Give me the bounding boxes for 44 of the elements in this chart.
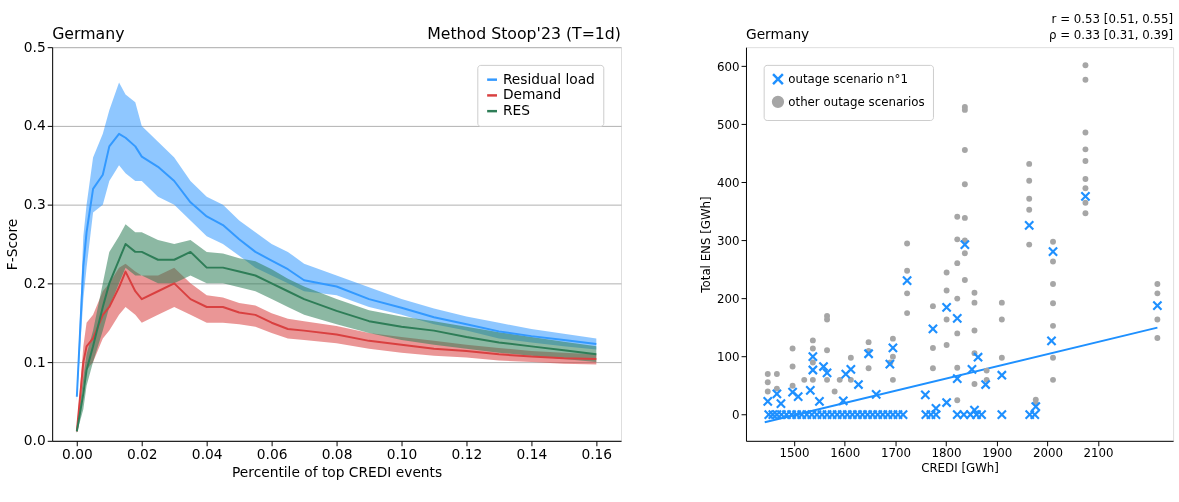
- legend-label: Residual load: [502, 70, 595, 87]
- legend-label: Demand: [502, 86, 562, 103]
- x-tick-label: 0.12: [451, 446, 483, 463]
- y-tick-label: 0.3: [23, 196, 46, 213]
- x-tick-label: 0.06: [256, 446, 288, 463]
- x-tick-label: 0.16: [581, 446, 613, 463]
- y-tick-label: 400: [717, 175, 740, 190]
- x-tick-label: 0.08: [321, 446, 353, 463]
- legend-label: other outage scenarios: [788, 94, 925, 109]
- y-tick-label: 100: [717, 350, 740, 365]
- x-tick-label: 2000: [1032, 446, 1063, 461]
- x-tick-label: 0.02: [126, 446, 158, 463]
- chart-subtitle: Method Stoop'23 (T=1d): [427, 24, 621, 44]
- x-tick-label: 1500: [779, 446, 810, 461]
- x-tick-label: 0.00: [62, 446, 93, 463]
- chart-title: Germany: [745, 26, 810, 43]
- legend-label: RES: [502, 102, 530, 119]
- x-tick-label: 0.04: [191, 446, 223, 463]
- x-tick-label: 0.10: [386, 446, 418, 463]
- y-axis-title: Total ENS [GWh]: [699, 196, 714, 294]
- text: ρ = 0.33 [0.31, 0.39]: [1048, 28, 1174, 43]
- x-tick-label: 1900: [982, 446, 1013, 461]
- chart-title: Germany: [52, 24, 125, 44]
- x-tick-label: 1700: [880, 446, 911, 461]
- x-axis-title: CREDI [GWh]: [921, 460, 999, 475]
- y-tick-label: 0.4: [23, 117, 46, 134]
- line-series: [75, 132, 598, 398]
- legend-label: outage scenario n°1: [788, 72, 908, 87]
- y-tick-label: 500: [717, 117, 740, 132]
- y-tick-label: 0.2: [23, 274, 46, 291]
- y-tick-label: 0.1: [23, 353, 46, 370]
- y-tick-label: 0.5: [23, 38, 46, 55]
- y-tick-label: 600: [717, 59, 740, 74]
- text: r = 0.53 [0.51, 0.55]: [1051, 11, 1174, 26]
- y-tick-label: 300: [717, 233, 740, 248]
- y-tick-label: 0.0: [23, 432, 46, 449]
- y-tick-label: 0: [732, 408, 740, 423]
- x-tick-label: 1600: [830, 446, 861, 461]
- x-tick-label: 2100: [1083, 446, 1114, 461]
- x-axis-title: Percentile of top CREDI events: [231, 463, 443, 480]
- x-tick-label: 0.14: [516, 446, 548, 463]
- y-axis-title: F-Score: [3, 218, 20, 271]
- x-tick-label: 1800: [931, 446, 962, 461]
- y-tick-label: 200: [717, 292, 740, 307]
